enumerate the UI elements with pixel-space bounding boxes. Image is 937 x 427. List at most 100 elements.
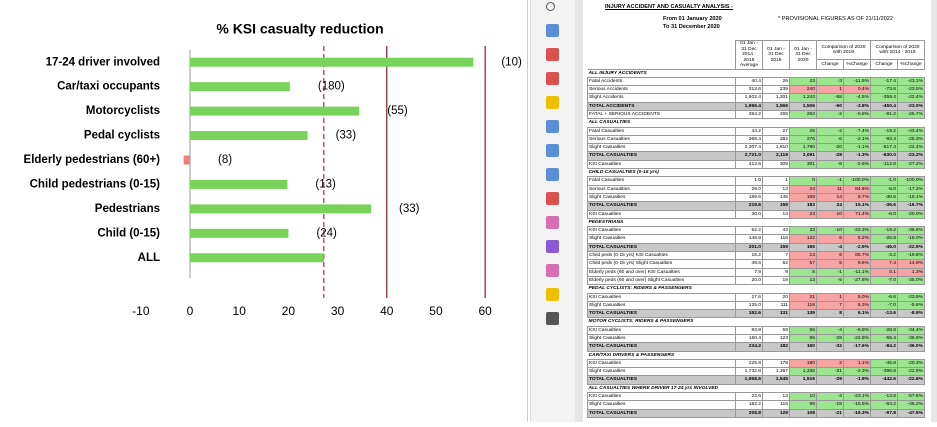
table-cell: -30.6 — [870, 192, 898, 203]
table-row: Elderly peds (60 and over) Slight Casual… — [587, 275, 925, 286]
table-cell: -25.7% — [897, 109, 925, 120]
row-label: KSI Casualties — [587, 292, 736, 302]
table-cell: -517.4 — [870, 143, 898, 153]
table-cell: -73.6 — [870, 85, 898, 95]
bar — [190, 228, 289, 238]
table-cell: -84.2 — [870, 342, 898, 352]
table-cell: -16.7% — [897, 201, 925, 211]
table-cell: 263 — [789, 109, 817, 120]
tool-icon[interactable] — [546, 264, 559, 277]
table-cell: 1,790 — [789, 143, 817, 153]
table-cell: -2.3% — [843, 367, 871, 377]
table-cell: -22.9% — [897, 242, 925, 253]
tool-icon[interactable] — [546, 240, 559, 253]
table-cell: -630.0 — [870, 151, 898, 161]
doc-period: From 01 January 2020 — [663, 16, 722, 22]
table-cell: -23.9% — [897, 292, 925, 302]
table-cell: -2.5% — [843, 242, 871, 253]
tool-icon[interactable] — [546, 120, 559, 133]
count-label: (55) — [387, 105, 408, 117]
tool-icon[interactable] — [546, 96, 559, 109]
sub-header: Change — [870, 59, 898, 70]
row-label: Slight Casualties — [587, 192, 736, 203]
x-tick-label: 50 — [429, 304, 443, 318]
row-label: Slight Accidents — [587, 93, 736, 103]
count-label: (33) — [336, 130, 357, 142]
tool-icon[interactable] — [546, 168, 559, 181]
table-cell: -4 — [816, 325, 844, 336]
table-cell: 182 — [762, 342, 790, 352]
table-cell: -46.0 — [870, 242, 898, 253]
table-cell: 1.0 — [735, 176, 763, 186]
table-cell: 52 — [762, 259, 790, 269]
table-cell: -18 — [816, 400, 844, 410]
table-cell: 2 — [816, 358, 844, 369]
search-icon[interactable] — [546, 2, 555, 11]
table-row: Child peds (0-15 yrs) KSI Casualties 16.2… — [587, 251, 925, 261]
toolbar — [530, 0, 575, 422]
tool-icon[interactable] — [546, 24, 559, 37]
table-cell: 15.1% — [843, 201, 871, 211]
table-cell: 313.6 — [735, 85, 763, 95]
tool-icon[interactable] — [546, 72, 559, 85]
table-cell: -22.4% — [897, 93, 925, 103]
table-cell: 20 — [762, 292, 790, 302]
table-cell: -26.8 — [870, 234, 898, 244]
table-cell: -11.5% — [843, 76, 871, 87]
table-cell: 21 — [789, 292, 817, 302]
tool-icon[interactable] — [546, 288, 559, 301]
table-cell: 1.3% — [897, 267, 925, 277]
table-cell: 59 — [762, 325, 790, 336]
table-cell: 20.0 — [735, 275, 763, 286]
table-cell: -2.6% — [843, 159, 871, 170]
table-cell: -43.4% — [897, 126, 925, 136]
table-cell: 159 — [789, 192, 817, 203]
table-cell: -3.2 — [870, 251, 898, 261]
tool-icon[interactable] — [546, 144, 559, 157]
tool-icon[interactable] — [546, 48, 559, 61]
table-cell: 1,243 — [789, 93, 817, 103]
table-cell: -17.4 — [870, 76, 898, 87]
table-cell: 0 — [789, 176, 817, 186]
table-cell: 23 — [789, 76, 817, 87]
table-cell: 152.6 — [735, 309, 763, 319]
table-cell: -18.0% — [897, 234, 925, 244]
tool-icon[interactable] — [546, 312, 559, 325]
table-cell: 5.2% — [843, 234, 871, 244]
row-label: Fatal Accidents — [587, 76, 736, 87]
table-cell: 14.9% — [897, 259, 925, 269]
table-cell: -17.2% — [897, 184, 925, 194]
table-cell: -100.0% — [897, 176, 925, 186]
chart-title: % KSI casualty reduction — [216, 21, 383, 37]
tool-icon[interactable] — [546, 192, 559, 205]
table-cell: 23.6 — [735, 392, 763, 402]
table-row: KSI Casualties 27.6 20 21 1 5.0% -6.6 -23.9% — [587, 292, 925, 302]
table-cell: 1,336 — [789, 367, 817, 377]
table-row: Fatal Accidents 40.4 26 23 -3 -11.5% -17.4 -43.… — [587, 76, 925, 87]
row-label: Slight Casualties — [587, 367, 736, 377]
table-row: TOTAL CASUALTIES 1,958.6 1,545 1,516 -29 -1.9… — [587, 375, 925, 385]
row-label: KSI Casualties — [587, 325, 736, 336]
bar — [190, 204, 372, 214]
table-row: Slight Casualties 125.0 111 118 7 6.3% -7.0 -5.… — [587, 300, 925, 311]
table-cell: -22.6% — [897, 375, 925, 385]
table-row: Slight Casualties 182.2 116 98 -18 -15.5% -84.… — [587, 400, 925, 410]
table-cell: 2,119 — [762, 151, 790, 161]
table-cell: 6.3% — [843, 300, 871, 311]
table-cell: -23.3% — [843, 226, 871, 236]
table-cell: 49.6 — [735, 259, 763, 269]
table-cell: 1,566 — [762, 101, 790, 112]
table-row: TOTAL CASUALTIES 205.8 129 108 -21 -16.3% -97.… — [587, 408, 925, 418]
table-cell: 57 — [789, 259, 817, 269]
tool-icon[interactable] — [546, 216, 559, 229]
table-cell: 9.7% — [843, 192, 871, 203]
section-row: PEDESTRIANS — [587, 217, 925, 228]
table-row: KSI Casualties 30.0 14 24 10 71.4% -6.0 -20.0% — [587, 209, 925, 219]
table-cell: 183 — [789, 201, 817, 211]
table-cell: 301 — [789, 159, 817, 170]
table-cell: 95 — [789, 333, 817, 344]
row-label: Serious Accidents — [587, 85, 736, 95]
table-row: TOTAL CASUALTIES 2,721.0 2,119 2,091 -28 -1.3… — [587, 151, 925, 161]
section-row: PEDAL CYCLISTS: RIDERS & PASSENGERS — [587, 284, 925, 294]
table-cell: -23.2% — [897, 151, 925, 161]
